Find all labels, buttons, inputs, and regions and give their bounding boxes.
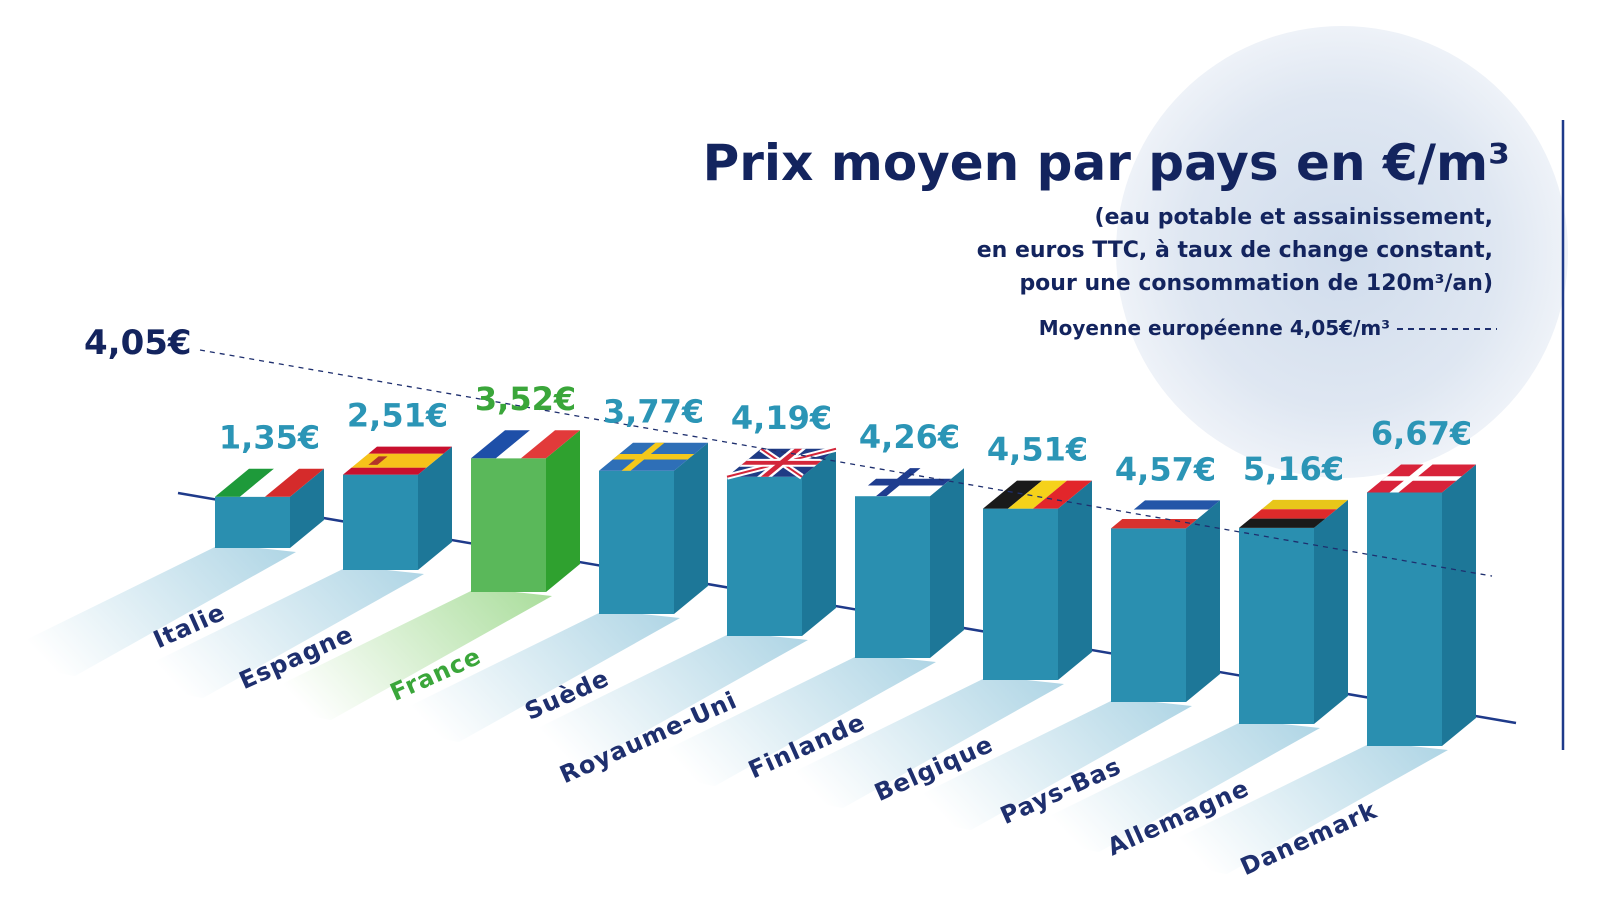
germany-flag — [1239, 499, 1348, 528]
chart-title: Prix moyen par pays en €/m³ — [703, 134, 1510, 192]
bar-side — [930, 468, 964, 658]
value-label-pays-bas: 4,57€ — [1115, 450, 1216, 488]
bar-shadow-espagne — [113, 566, 424, 698]
bar-shadow-belgique — [753, 676, 1064, 808]
value-label-finlande: 4,26€ — [859, 418, 960, 456]
chart-subtitle-line-1: (eau potable et assainissement, — [1095, 205, 1493, 230]
spain-flag — [343, 446, 452, 475]
bar-side — [418, 446, 452, 570]
bar-shadow-suede — [369, 610, 680, 742]
bar-belgique — [983, 480, 1092, 680]
denmark-flag — [1367, 464, 1476, 493]
chart-subtitle-line-2: en euros TTC, à taux de change constant, — [977, 238, 1493, 263]
bar-front — [855, 496, 930, 658]
bar-shadow-allemagne — [1009, 720, 1320, 852]
average-legend-label: Moyenne européenne 4,05€/m³ — [1039, 316, 1390, 340]
background-circle — [1116, 26, 1568, 478]
value-label-belgique: 4,51€ — [987, 431, 1088, 469]
bar-pays-bas — [1111, 500, 1220, 702]
bar-front — [471, 458, 546, 592]
value-label-france: 3,52€ — [475, 380, 576, 418]
bar-front — [1367, 492, 1442, 746]
bar-front — [599, 470, 674, 614]
bar-front — [727, 476, 802, 636]
value-label-italie: 1,35€ — [219, 419, 320, 457]
france-flag — [471, 430, 580, 459]
bar-side — [1442, 464, 1476, 746]
bar-danemark — [1367, 464, 1476, 746]
bar-side — [1314, 499, 1348, 724]
value-label-allemagne: 5,16€ — [1243, 450, 1344, 488]
bar-shadow-italie — [0, 544, 296, 676]
finland-flag — [855, 468, 964, 497]
bar-side — [1186, 500, 1220, 702]
bar-side — [802, 448, 836, 636]
bar-allemagne — [1239, 499, 1348, 724]
bar-france — [471, 430, 580, 592]
netherlands-flag — [1111, 500, 1220, 529]
bar-shadow-danemark — [1137, 742, 1448, 874]
bar-front — [1239, 527, 1314, 724]
value-label-suede: 3,77€ — [603, 393, 704, 431]
bar-suede — [599, 442, 708, 614]
bar-shadow-royaume-uni — [497, 632, 808, 764]
value-label-danemark: 6,67€ — [1371, 415, 1472, 453]
bar-shadow-france — [241, 588, 552, 720]
bar-italie — [215, 468, 324, 548]
bar-side — [546, 430, 580, 592]
bar-side — [1058, 480, 1092, 680]
bar-front — [343, 474, 418, 570]
bar-front — [1111, 528, 1186, 702]
average-value-label: 4,05€ — [84, 323, 192, 363]
bar-espagne — [343, 446, 452, 570]
bar-front — [983, 508, 1058, 680]
average-line — [199, 349, 1493, 577]
bar-shadow-finlande — [625, 654, 936, 786]
belgium-flag — [983, 480, 1092, 509]
chart-subtitle-line-3: pour une consommation de 120m³/an) — [1019, 271, 1493, 296]
italy-flag — [215, 468, 324, 497]
uk-flag — [726, 445, 837, 480]
value-label-royaume-uni: 4,19€ — [731, 399, 832, 437]
bar-side — [290, 468, 324, 548]
bar-shadow-pays-bas — [881, 698, 1192, 830]
bar-front — [215, 496, 290, 548]
bar-side — [674, 442, 708, 614]
value-label-espagne: 2,51€ — [347, 397, 448, 435]
sweden-flag — [599, 442, 708, 471]
bar-finlande — [855, 468, 964, 658]
bar-royaume-uni — [726, 445, 837, 636]
